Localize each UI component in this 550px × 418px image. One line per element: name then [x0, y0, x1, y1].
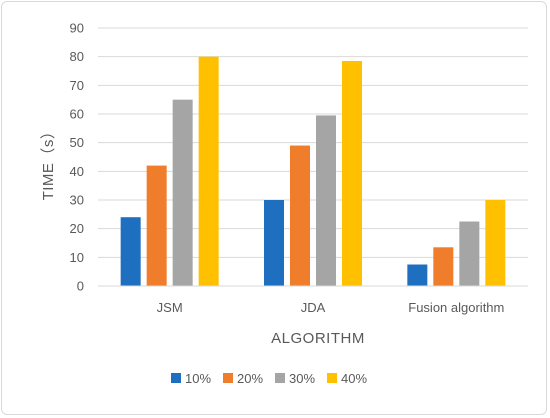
gridlines — [98, 27, 528, 258]
bar-jda-40pct — [342, 60, 362, 286]
legend-label: 10% — [185, 371, 211, 386]
legend-label: 40% — [341, 371, 367, 386]
bar-fusion-algorithm-30pct — [459, 221, 480, 286]
y-tick-label: 80 — [70, 49, 84, 64]
y-axis-title: TIME（s） — [40, 124, 57, 201]
y-tick-label: 70 — [70, 78, 84, 93]
y-tick-label: 10 — [70, 250, 84, 265]
bar-fusion-algorithm-10pct — [407, 264, 428, 286]
bar-fusion-algorithm-40pct — [485, 200, 506, 286]
legend: 10% 20% 30% 40% — [171, 371, 367, 386]
bar-jsm-40pct — [198, 56, 219, 286]
x-axis-ticks: JSM JDA Fusion algorithm — [157, 300, 505, 315]
x-tick-label: Fusion algorithm — [408, 300, 504, 315]
x-tick-label: JSM — [157, 300, 183, 315]
bar-jsm-20pct — [146, 165, 167, 286]
y-tick-label: 40 — [70, 164, 84, 179]
bar-jda-20pct — [290, 145, 310, 286]
legend-swatch — [223, 373, 233, 383]
y-tick-label: 30 — [70, 193, 84, 208]
y-tick-label: 50 — [70, 135, 84, 150]
bar-jda-10pct — [264, 200, 284, 286]
legend-label: 30% — [289, 371, 315, 386]
y-tick-label: 20 — [70, 221, 84, 236]
bar-jsm-30pct — [172, 99, 193, 287]
y-tick-label: 90 — [70, 21, 84, 36]
y-axis-ticks: 0 10 20 30 40 50 60 70 80 90 — [70, 21, 84, 294]
legend-swatch — [275, 373, 285, 383]
y-tick-label: 60 — [70, 107, 84, 122]
x-axis-title: ALGORITHM — [271, 330, 365, 347]
bars — [120, 56, 506, 287]
bar-jsm-10pct — [120, 217, 141, 286]
y-tick-label: 0 — [77, 279, 84, 294]
bar-fusion-algorithm-20pct — [433, 247, 454, 286]
x-tick-label: JDA — [301, 300, 326, 315]
legend-label: 20% — [237, 371, 263, 386]
legend-swatch — [171, 373, 181, 383]
bar-jda-30pct — [316, 115, 336, 286]
legend-swatch — [327, 373, 337, 383]
